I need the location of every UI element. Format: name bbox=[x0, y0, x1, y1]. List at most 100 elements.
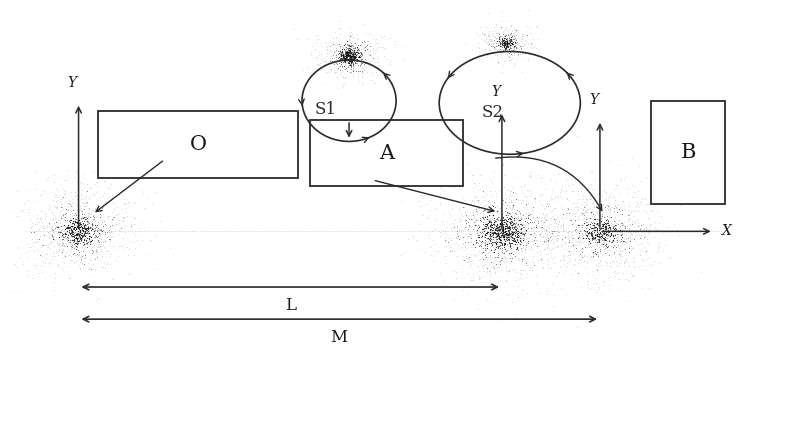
Point bbox=[94, 251, 106, 258]
Point bbox=[478, 193, 490, 200]
Point bbox=[86, 220, 98, 227]
Point bbox=[586, 227, 598, 234]
Point bbox=[463, 253, 476, 260]
Point bbox=[80, 200, 93, 207]
Point bbox=[346, 55, 359, 62]
Point bbox=[598, 242, 611, 249]
Point bbox=[545, 194, 558, 201]
Point bbox=[63, 212, 76, 219]
Point bbox=[542, 244, 555, 251]
Point bbox=[508, 31, 521, 38]
Point bbox=[554, 263, 567, 270]
Point bbox=[80, 227, 93, 234]
Point bbox=[514, 220, 527, 227]
Point bbox=[606, 250, 619, 257]
Point bbox=[574, 246, 587, 253]
Point bbox=[511, 243, 524, 250]
Point bbox=[63, 201, 76, 208]
Point bbox=[476, 175, 489, 182]
Point bbox=[505, 36, 518, 43]
Point bbox=[70, 230, 83, 237]
Point bbox=[590, 267, 603, 274]
Point bbox=[590, 216, 603, 223]
Point bbox=[497, 232, 510, 239]
Point bbox=[78, 228, 91, 235]
Point bbox=[508, 33, 521, 40]
Point bbox=[593, 246, 606, 253]
Point bbox=[65, 232, 78, 239]
Point bbox=[337, 49, 350, 55]
Point bbox=[551, 232, 564, 239]
Point bbox=[344, 50, 357, 57]
Point bbox=[106, 229, 118, 236]
Point bbox=[569, 217, 582, 224]
Point bbox=[82, 231, 94, 238]
Point bbox=[503, 239, 516, 246]
Point bbox=[608, 269, 621, 276]
Point bbox=[574, 210, 587, 217]
Point bbox=[526, 206, 538, 213]
Point bbox=[493, 223, 506, 230]
Point bbox=[640, 248, 653, 255]
Point bbox=[31, 228, 44, 235]
Point bbox=[498, 215, 511, 222]
Point bbox=[566, 181, 579, 188]
Point bbox=[490, 232, 503, 239]
Point bbox=[614, 204, 626, 211]
Point bbox=[578, 198, 590, 205]
Point bbox=[521, 187, 534, 194]
Point bbox=[619, 298, 632, 305]
Point bbox=[569, 256, 582, 263]
Point bbox=[502, 39, 515, 46]
Point bbox=[606, 231, 619, 238]
Point bbox=[339, 50, 352, 57]
Point bbox=[94, 213, 106, 220]
Point bbox=[496, 226, 509, 233]
Point bbox=[518, 36, 531, 43]
Point bbox=[537, 224, 550, 231]
Point bbox=[575, 198, 588, 205]
Point bbox=[438, 228, 451, 235]
Point bbox=[479, 242, 492, 249]
Point bbox=[57, 211, 70, 218]
Point bbox=[332, 36, 345, 43]
Point bbox=[81, 221, 94, 228]
Point bbox=[503, 45, 516, 52]
Point bbox=[596, 236, 609, 243]
Point bbox=[66, 210, 78, 217]
Point bbox=[486, 233, 499, 240]
Point bbox=[89, 246, 102, 253]
Point bbox=[48, 242, 61, 249]
Point bbox=[514, 225, 527, 232]
Point bbox=[435, 185, 448, 192]
Point bbox=[331, 46, 344, 53]
Point bbox=[581, 227, 594, 234]
Point bbox=[345, 58, 358, 65]
Point bbox=[478, 224, 490, 231]
Point bbox=[501, 40, 514, 47]
Point bbox=[84, 234, 97, 241]
Point bbox=[103, 229, 116, 236]
Point bbox=[515, 225, 528, 232]
Point bbox=[82, 214, 94, 221]
Point bbox=[467, 184, 480, 191]
Point bbox=[498, 40, 511, 47]
Point bbox=[351, 72, 364, 79]
Point bbox=[519, 260, 532, 267]
Point bbox=[641, 235, 654, 242]
Point bbox=[492, 223, 505, 230]
Point bbox=[66, 257, 78, 264]
Point bbox=[80, 227, 93, 234]
Point bbox=[474, 234, 487, 241]
Point bbox=[65, 240, 78, 247]
Point bbox=[593, 213, 606, 220]
Point bbox=[618, 259, 631, 266]
Point bbox=[510, 55, 523, 62]
Point bbox=[598, 246, 611, 253]
Point bbox=[319, 39, 332, 46]
Point bbox=[46, 239, 58, 246]
Point bbox=[503, 35, 516, 42]
Point bbox=[70, 219, 83, 226]
Point bbox=[498, 240, 511, 247]
Point bbox=[58, 237, 70, 244]
